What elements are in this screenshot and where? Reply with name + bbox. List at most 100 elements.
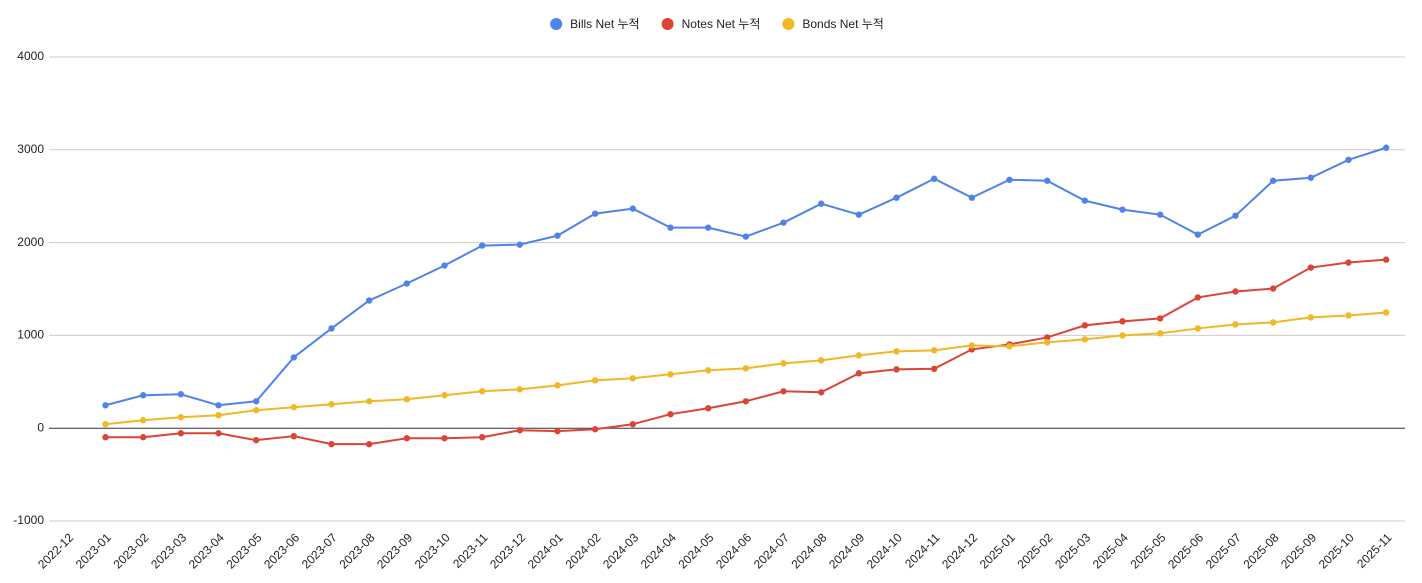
x-tick-label: 2025-04 [1090, 530, 1131, 571]
data-point [1156, 211, 1164, 218]
data-point [441, 435, 448, 442]
data-point [252, 406, 260, 414]
data-point [742, 398, 750, 405]
y-tick-label: 3000 [17, 142, 44, 156]
data-point [1232, 321, 1239, 328]
x-tick-label: 2025-01 [977, 530, 1018, 571]
data-point [1269, 319, 1277, 326]
data-point [102, 402, 109, 409]
legend-marker [661, 18, 674, 30]
data-point [441, 262, 448, 269]
data-point [591, 426, 599, 433]
data-point [1194, 325, 1202, 332]
data-point [704, 405, 712, 412]
data-point [742, 233, 750, 240]
x-tick-label: 2023-02 [110, 530, 151, 571]
x-tick-label: 2024-04 [638, 530, 679, 571]
x-tick-label: 2025-08 [1240, 530, 1281, 571]
legend-item: Bills Net 누적 [550, 17, 640, 31]
data-point [365, 440, 373, 448]
data-point [855, 370, 863, 377]
data-point [441, 392, 448, 399]
data-point [780, 360, 787, 367]
x-tick-label: 2022-12 [35, 530, 76, 571]
data-point [139, 417, 147, 424]
data-point [290, 354, 298, 361]
data-point [667, 371, 674, 378]
x-tick-label: 2025-09 [1278, 530, 1319, 571]
x-tick-label: 2023-07 [299, 530, 340, 571]
data-point [1081, 336, 1089, 343]
data-point [290, 404, 298, 411]
data-point [817, 357, 825, 364]
data-point [591, 210, 599, 217]
data-point [667, 410, 674, 418]
x-tick-label: 2024-11 [902, 530, 943, 571]
y-tick-label: 0 [37, 420, 44, 434]
x-tick-label: 2023-11 [450, 530, 491, 571]
legend: Bills Net 누적 Notes Net 누적 Bonds Net 누적 [550, 17, 884, 31]
data-point [817, 200, 825, 207]
data-point [629, 421, 637, 428]
data-point [893, 194, 900, 201]
data-point [1194, 294, 1202, 301]
x-tick-label: 2024-05 [675, 530, 716, 571]
x-tick-label: 2024-08 [788, 530, 829, 571]
x-tick-label: 2025-06 [1165, 530, 1206, 571]
legend-marker [550, 18, 563, 30]
data-point [1269, 285, 1277, 292]
data-point [629, 205, 637, 212]
x-tick-label: 2024-06 [713, 530, 754, 571]
data-point [1345, 312, 1352, 319]
x-tick-label: 2023-04 [186, 530, 227, 571]
y-tick-label: -1000 [13, 513, 44, 527]
x-tick-label: 2024-09 [826, 530, 867, 571]
data-point [102, 434, 109, 441]
data-point [1232, 212, 1239, 219]
data-point [1119, 206, 1126, 213]
x-tick-label: 2023-10 [412, 530, 453, 571]
data-point [1345, 259, 1352, 266]
x-tick-label: 2024-10 [864, 530, 905, 571]
data-point [403, 280, 411, 287]
data-point [968, 342, 976, 349]
data-point [365, 297, 373, 304]
x-tick-label: 2024-03 [600, 530, 641, 571]
data-point [252, 436, 260, 444]
data-point [516, 386, 524, 393]
data-point [328, 401, 335, 408]
x-tick-label: 2023-12 [487, 530, 528, 571]
data-point [930, 365, 938, 373]
data-point [252, 398, 260, 405]
data-point [704, 224, 712, 231]
x-tick-label: 2023-01 [73, 530, 114, 571]
data-point [139, 434, 147, 441]
data-point [855, 211, 863, 218]
legend-label: Bonds Net 누적 [802, 17, 883, 31]
data-point [742, 365, 750, 372]
data-point [1194, 231, 1202, 238]
data-point [215, 412, 222, 419]
series-line [105, 258, 1387, 446]
data-point [516, 241, 524, 248]
data-point [1156, 330, 1164, 337]
y-tick-label: 2000 [17, 235, 44, 249]
y-tick-label: 4000 [17, 49, 44, 63]
x-tick-label: 2024-07 [751, 530, 792, 571]
data-point [1382, 309, 1390, 316]
data-point [290, 432, 298, 440]
data-point [667, 224, 674, 231]
data-point [1081, 197, 1089, 204]
data-point [516, 427, 524, 434]
data-point [1119, 318, 1126, 325]
data-point [478, 388, 486, 395]
x-tick-label: 2024-12 [939, 530, 980, 571]
x-tick-label: 2023-08 [336, 530, 377, 571]
data-point [1119, 332, 1126, 339]
data-point [1345, 156, 1352, 164]
data-point [629, 375, 637, 382]
data-point [403, 435, 411, 442]
data-point [1006, 343, 1013, 350]
data-point [893, 366, 900, 373]
